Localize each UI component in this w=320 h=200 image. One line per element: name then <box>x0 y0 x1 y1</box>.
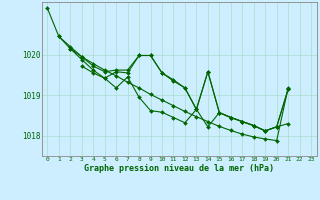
X-axis label: Graphe pression niveau de la mer (hPa): Graphe pression niveau de la mer (hPa) <box>84 164 274 173</box>
